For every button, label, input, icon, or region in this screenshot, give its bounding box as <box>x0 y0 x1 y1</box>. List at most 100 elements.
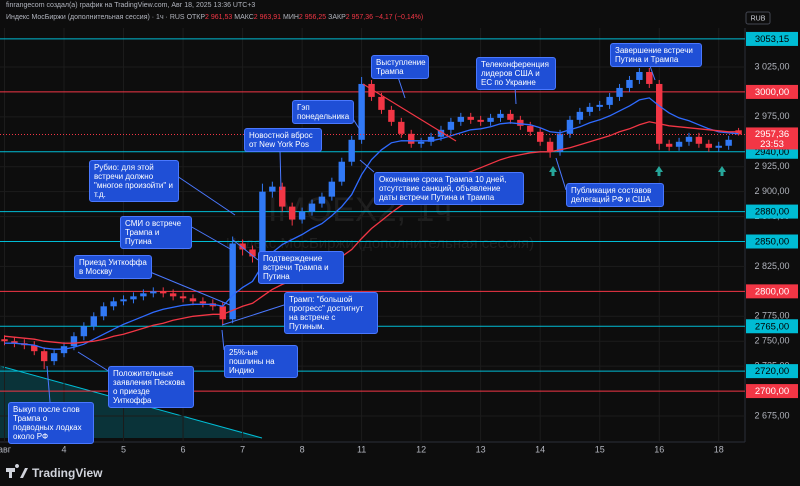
candle-body <box>417 141 425 144</box>
pointer <box>359 159 375 173</box>
candle-body <box>318 196 326 204</box>
pointer <box>397 76 406 99</box>
candle-body <box>427 136 435 142</box>
annotation: Публикация составов делегаций РФ и США <box>566 183 664 207</box>
candle-body <box>656 83 663 144</box>
level-label: 2880,00 <box>755 207 789 218</box>
low-label: МИН <box>283 14 299 21</box>
candle-body <box>586 106 593 112</box>
currency-box <box>745 11 771 25</box>
candle-body <box>616 87 623 97</box>
open-label: ОТКР <box>186 14 206 21</box>
candle-body <box>80 326 88 337</box>
candle-body <box>487 117 494 122</box>
pointer <box>221 304 285 326</box>
pointer <box>189 225 233 251</box>
candle-body <box>279 186 286 207</box>
logo <box>6 464 28 478</box>
candle-body <box>90 316 97 327</box>
candle-body <box>675 141 683 147</box>
x-tick-label: 6 <box>181 444 186 454</box>
candle-body <box>596 104 603 107</box>
candle-body <box>556 133 564 152</box>
pointer <box>176 175 236 216</box>
callout-pointers <box>46 65 656 403</box>
watermark-subtitle: Индекс МосБиржи (дополнительная сессия) <box>226 235 534 252</box>
annotation: Новостной вброс от New York Pos <box>244 128 322 152</box>
x-tick-label: 13 <box>476 444 486 454</box>
x-tick-label: 15 <box>595 444 605 454</box>
arrow-up <box>655 166 663 176</box>
pointer <box>555 157 567 191</box>
candle-body <box>31 345 38 352</box>
credit: finrangecom создал(а) график на TradingV… <box>6 2 256 9</box>
pointer <box>649 65 656 81</box>
pointer <box>77 351 111 373</box>
candle-body <box>606 96 613 105</box>
candle-body <box>467 116 474 120</box>
annotation: Положительные заявления Пескова о приезд… <box>108 366 194 408</box>
candle-body <box>685 136 693 142</box>
last-price-label: 2957,36 <box>755 129 789 140</box>
last-price-box <box>746 127 798 150</box>
annotation: Гэп понедельника <box>292 100 354 124</box>
candle-body <box>576 111 584 120</box>
level-label: 3053,15 <box>755 34 789 45</box>
candle-body <box>239 243 246 250</box>
candle-body <box>189 298 197 302</box>
candle-body <box>477 119 484 122</box>
close-label: ЗАКР <box>328 14 346 21</box>
arrow-up <box>718 166 726 176</box>
candle-body <box>566 119 574 134</box>
level-label: 2800,00 <box>755 286 789 297</box>
candle-body <box>348 139 355 162</box>
candle-body <box>100 306 107 317</box>
candle-body <box>50 353 58 362</box>
candle-body <box>626 79 633 88</box>
candle-body <box>1 339 8 342</box>
candle-body <box>517 119 524 126</box>
annotation: Окончание срока Трампа 10 дней, отсутств… <box>374 172 524 205</box>
candle-body <box>40 351 48 362</box>
x-tick-label: 7 <box>240 444 245 454</box>
x-tick-label: 11 <box>357 444 366 454</box>
candle-body <box>11 341 18 344</box>
candle-body <box>160 291 167 294</box>
annotation: Выкуп после слов Трампа о подводных лодк… <box>8 402 94 444</box>
level-label: 2720,00 <box>755 366 789 377</box>
x-tick-label: 5 <box>121 444 126 454</box>
candle-body <box>110 301 117 307</box>
level-box <box>746 364 798 379</box>
annotation: Выступление Трампа <box>371 55 429 79</box>
open: 2 961,53 <box>205 14 233 21</box>
candle-body <box>199 301 207 304</box>
candle-body <box>725 139 732 146</box>
pointer <box>46 365 51 403</box>
high: 2 963,91 <box>253 14 282 21</box>
candle-body <box>507 113 514 120</box>
candle-body <box>308 203 316 212</box>
pointer <box>232 239 259 261</box>
y-tick-label: 2 675,00 <box>754 410 789 420</box>
moving-average <box>4 121 739 344</box>
level-box <box>746 319 798 334</box>
x-tick-label: авг <box>0 444 12 454</box>
candle-body <box>715 145 722 148</box>
high-label: МАКС <box>234 14 254 21</box>
level-box <box>746 204 798 219</box>
candle-body <box>120 299 127 302</box>
level-box <box>746 234 798 249</box>
candle-body <box>437 129 445 137</box>
candle-body <box>497 113 504 118</box>
candle-body <box>288 206 296 220</box>
level-box <box>746 284 798 299</box>
candle-body <box>378 96 385 110</box>
annotation: Приезд Уиткоффа в Москву <box>74 255 152 279</box>
x-tick-label: 4 <box>62 444 67 454</box>
candle-body <box>447 121 455 130</box>
y-tick-label: 2 975,00 <box>754 111 789 121</box>
candle-body <box>705 143 713 148</box>
level-box <box>746 31 798 46</box>
level-label: 2850,00 <box>755 237 789 248</box>
